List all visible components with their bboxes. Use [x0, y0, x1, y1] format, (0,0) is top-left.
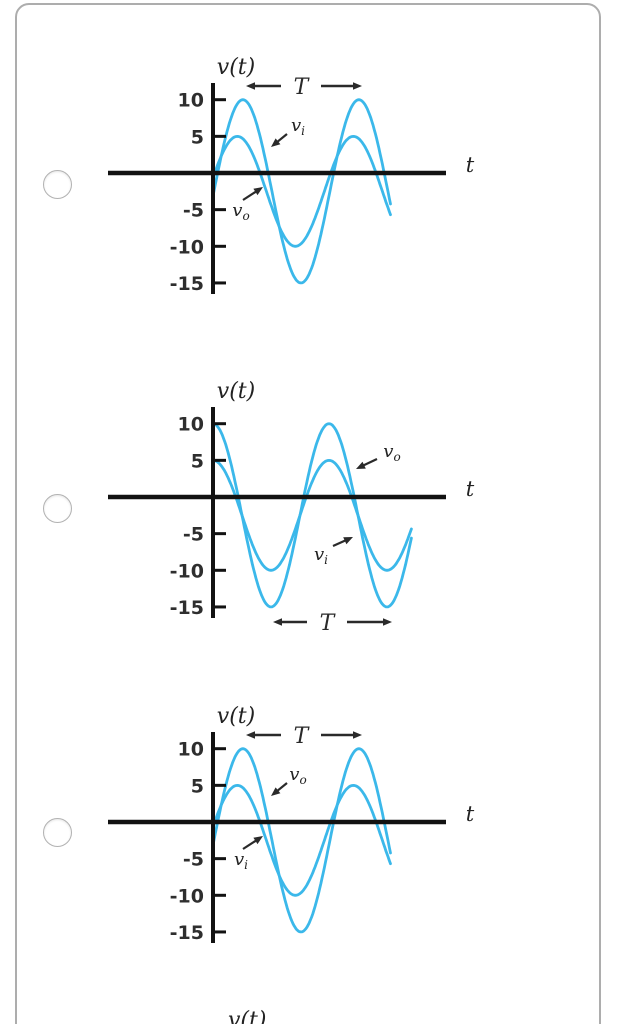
period-label: T — [320, 611, 337, 636]
y-tick-label: -5 — [183, 849, 204, 871]
label-v_i: vi — [234, 849, 248, 872]
answer-radio-3[interactable] — [43, 818, 72, 847]
period-right-arrowhead — [353, 82, 362, 90]
period-label: T — [294, 75, 311, 100]
label-v_i-pointer-arrowhead — [253, 836, 263, 845]
y-tick-label: -10 — [170, 560, 204, 582]
label-v_i: vi — [314, 544, 328, 567]
label-v_i: vi — [291, 115, 305, 138]
label-v_o: vo — [289, 764, 306, 787]
y-tick-label: 10 — [178, 739, 204, 761]
curve-v_o — [211, 135, 392, 248]
period-right-arrowhead — [383, 618, 392, 626]
waveform-chart-3: 10 5 -5 -10 -15 v(t) t Tvo vi — [108, 704, 475, 944]
period-left-arrowhead — [246, 731, 255, 739]
curve-v_i — [211, 98, 392, 285]
t-axis-label: t — [466, 802, 475, 826]
label-v_o: vo — [232, 200, 249, 223]
waveform-chart-2: 10 5 -5 -10 -15 v(t) t Tvo vi — [108, 379, 475, 636]
y-tick-label: 5 — [191, 775, 204, 797]
y-tick-label: -15 — [170, 922, 204, 944]
y-tick-label: -5 — [183, 524, 204, 546]
label-v_o: vo — [383, 441, 400, 464]
curve-v_i — [211, 784, 392, 897]
y-tick-label: 5 — [191, 450, 204, 472]
y-axis-label: v(t) — [217, 55, 255, 80]
y-tick-label: -15 — [170, 273, 204, 295]
label-v_o-pointer-arrowhead — [356, 461, 366, 469]
period-left-arrowhead — [246, 82, 255, 90]
y-tick-label: 10 — [178, 90, 204, 112]
next-graph-ylabel-partial: v(t) — [228, 1008, 267, 1024]
y-tick-label: 5 — [191, 126, 204, 148]
label-v_o-pointer-arrowhead — [271, 787, 281, 796]
answer-radio-1[interactable] — [43, 170, 72, 199]
label-v_i-pointer-arrowhead — [271, 138, 281, 147]
period-right-arrowhead — [353, 731, 362, 739]
period-left-arrowhead — [273, 618, 282, 626]
curve-v_o — [211, 422, 413, 609]
curve-v_o — [211, 747, 392, 934]
y-axis-label: v(t) — [217, 704, 255, 729]
y-axis-label: v(t) — [217, 379, 255, 404]
period-label: T — [294, 724, 311, 749]
y-tick-label: 10 — [178, 414, 204, 436]
t-axis-label: t — [466, 153, 475, 177]
y-tick-label: -15 — [170, 597, 204, 619]
answer-radio-2[interactable] — [43, 494, 72, 523]
waveform-chart-1: 10 5 -5 -10 -15 v(t) t Tvi vo — [108, 55, 475, 295]
y-tick-label: -5 — [183, 200, 204, 222]
curve-v_i — [211, 459, 413, 572]
label-v_i-pointer-arrowhead — [343, 537, 353, 545]
y-tick-label: -10 — [170, 236, 204, 258]
label-v_o-pointer-arrowhead — [253, 187, 263, 196]
y-tick-label: -10 — [170, 885, 204, 907]
t-axis-label: t — [466, 477, 475, 501]
